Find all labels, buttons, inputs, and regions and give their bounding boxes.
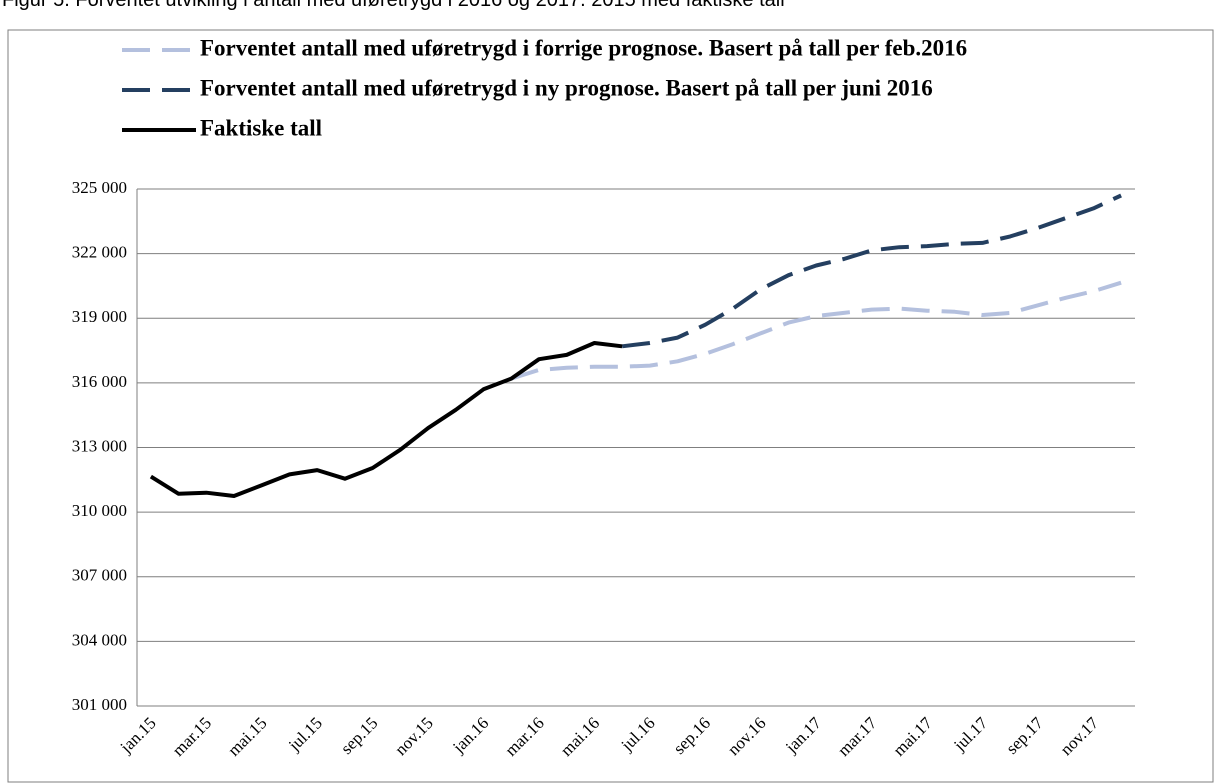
series-line	[510, 280, 1122, 381]
x-tick-label: mar.16	[501, 713, 547, 759]
x-tick-label: sep.16	[670, 713, 714, 757]
x-tick-label: sep.15	[337, 713, 381, 757]
x-tick-label: nov.17	[1057, 713, 1103, 759]
y-tick-label: 319 000	[72, 307, 127, 326]
x-tick-label: jul.17	[949, 713, 991, 755]
legend-label: Forventet antall med uføretrygd i ny pro…	[200, 75, 933, 100]
y-tick-label: 307 000	[72, 566, 127, 585]
x-tick-label: mai.16	[557, 713, 603, 759]
x-tick-label: jan.16	[448, 713, 492, 757]
legend-label: Faktiske tall	[200, 115, 322, 140]
y-tick-label: 322 000	[72, 243, 127, 262]
series-line	[621, 193, 1122, 349]
x-tick-label: jan.17	[781, 713, 825, 757]
series-line	[149, 341, 623, 498]
x-tick-label: mai.15	[224, 713, 270, 759]
y-tick-label: 301 000	[72, 695, 127, 714]
x-tick-label: mar.15	[169, 713, 215, 759]
x-tick-label: sep.17	[1002, 713, 1047, 758]
legend-label: Forventet antall med uføretrygd i forrig…	[200, 35, 967, 60]
chart-frame	[7, 29, 1214, 783]
x-tick-label: nov.16	[724, 713, 770, 759]
x-tick-label: jul.16	[617, 713, 659, 755]
y-tick-label: 316 000	[72, 372, 127, 391]
x-tick-label: jul.15	[284, 713, 326, 755]
y-tick-label: 310 000	[72, 501, 127, 520]
y-tick-label: 304 000	[72, 630, 127, 649]
x-tick-label: mar.17	[834, 713, 881, 760]
y-tick-label: 325 000	[72, 178, 127, 197]
x-tick-label: nov.15	[391, 713, 437, 759]
x-tick-label: mai.17	[889, 713, 936, 760]
y-tick-label: 313 000	[72, 436, 127, 455]
chart-title: Figur 5. Forventet utvikling i antall me…	[2, 0, 785, 11]
x-tick-label: jan.15	[116, 713, 160, 757]
